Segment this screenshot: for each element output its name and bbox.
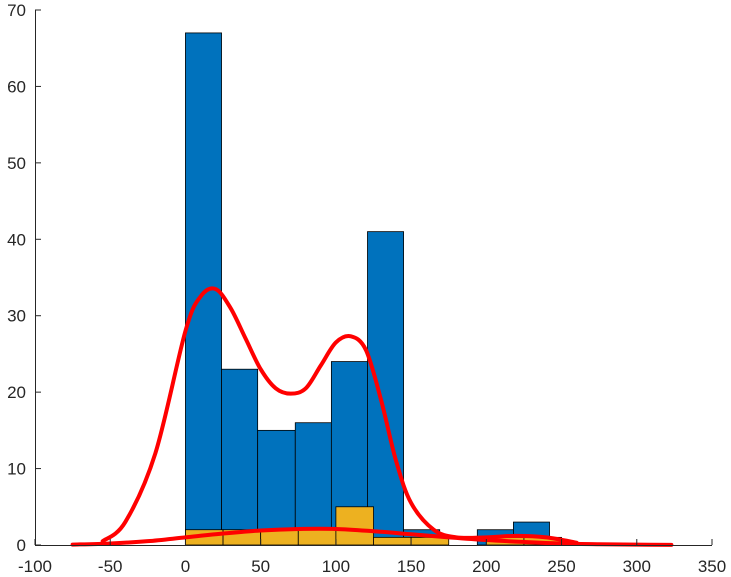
y-tick-label: 0 bbox=[17, 536, 26, 555]
y-tick-label: 70 bbox=[7, 1, 26, 20]
bar-a-2 bbox=[257, 429, 296, 546]
x-ticks: -100 -50 0 50 100 150 200 250 300 350 bbox=[18, 539, 726, 576]
x-tick-label: 150 bbox=[397, 557, 425, 576]
y-ticks: 0 10 20 30 40 50 60 70 bbox=[7, 1, 41, 555]
fit-curves bbox=[70, 286, 674, 547]
y-tick-label: 10 bbox=[7, 460, 26, 479]
fit-curve-2 bbox=[70, 526, 674, 547]
x-tick-label: 50 bbox=[251, 557, 270, 576]
x-tick-label: 0 bbox=[181, 557, 190, 576]
x-tick-label: 300 bbox=[623, 557, 651, 576]
bar-b-4 bbox=[335, 506, 374, 546]
x-tick-label: 250 bbox=[547, 557, 575, 576]
bar-b-3 bbox=[297, 529, 337, 546]
y-tick-label: 30 bbox=[7, 307, 26, 326]
axes bbox=[35, 10, 712, 546]
bar-a-1 bbox=[221, 368, 259, 546]
x-tick-label: 350 bbox=[698, 557, 726, 576]
y-tick-label: 20 bbox=[7, 383, 26, 402]
bar-a-3 bbox=[294, 422, 332, 546]
y-tick-label: 60 bbox=[7, 77, 26, 96]
x-tick-label: 200 bbox=[472, 557, 500, 576]
x-tick-label: -50 bbox=[98, 557, 123, 576]
y-tick-label: 40 bbox=[7, 230, 26, 249]
y-tick-label: 50 bbox=[7, 154, 26, 173]
x-tick-label: -100 bbox=[18, 557, 52, 576]
bars-series-a bbox=[185, 32, 550, 546]
bar-b-5 bbox=[373, 536, 412, 546]
bar-a-5 bbox=[367, 231, 404, 546]
x-tick-label: 100 bbox=[322, 557, 350, 576]
